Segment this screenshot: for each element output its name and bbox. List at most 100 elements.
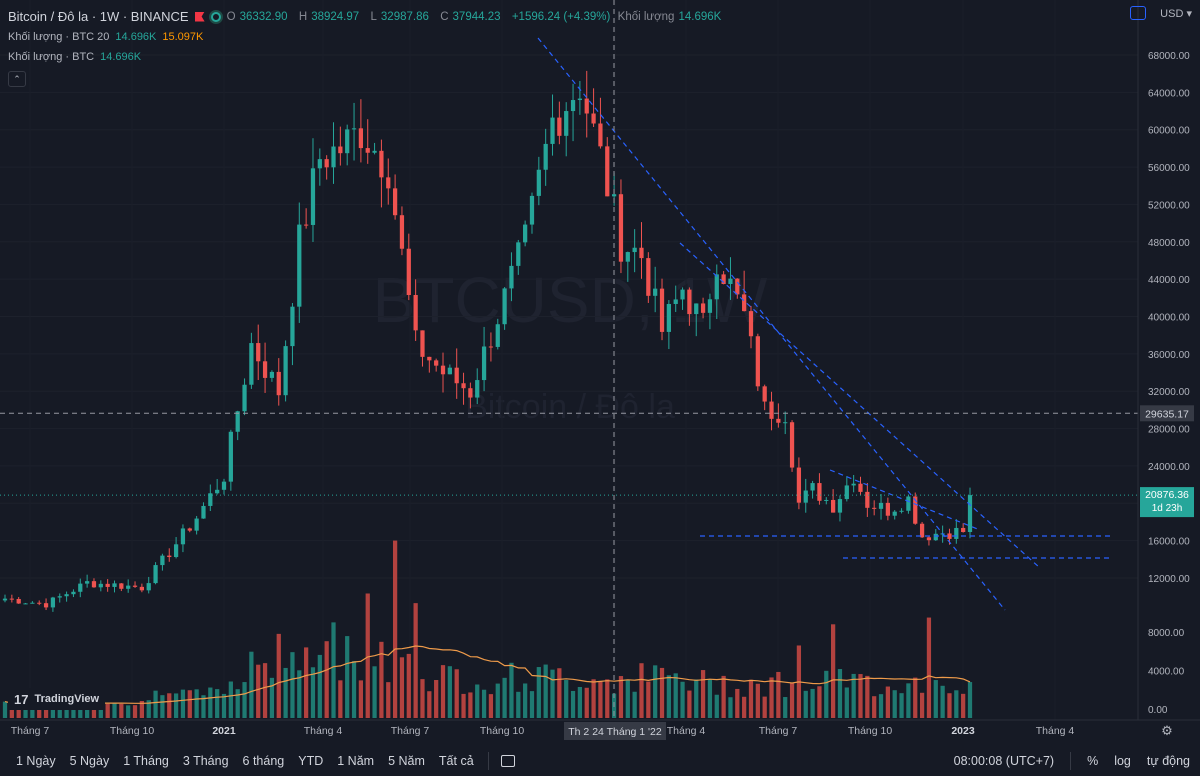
candle-body (783, 422, 788, 424)
candle-body (687, 289, 692, 315)
candle-body (57, 596, 62, 598)
goto-date-icon[interactable] (500, 754, 515, 767)
volume-bar (892, 690, 897, 718)
x-tick-label: Tháng 7 (391, 725, 430, 737)
candle-body (967, 495, 973, 532)
candle-body (269, 371, 275, 378)
volume-tick-label: 4000.00 (1148, 667, 1185, 678)
volume-bar (529, 691, 535, 718)
ohlc-values: O 36332.90 H 38924.97 L 32987.86 C 37944.23 … (226, 11, 722, 23)
candle-body (215, 489, 220, 494)
volume-bar (509, 662, 514, 718)
candle-body (865, 491, 870, 508)
range-5y[interactable]: 5 Năm (388, 753, 425, 768)
candle-body (427, 356, 432, 361)
y-tick-label: 60000.00 (1148, 126, 1190, 137)
candle-body (625, 252, 630, 262)
timezone-clock[interactable]: 08:00:08 (UTC+7) (953, 753, 1055, 768)
candle-body (714, 274, 719, 300)
log-toggle[interactable]: log (1114, 753, 1131, 768)
candle-body (91, 581, 97, 588)
settings-gear-icon[interactable]: ⚙ (1161, 724, 1173, 739)
candle-body (755, 336, 760, 387)
range-6m[interactable]: 6 tháng (242, 753, 285, 768)
candle-body (495, 324, 500, 347)
volume-bar (215, 689, 220, 718)
market-status-icon[interactable] (210, 11, 221, 22)
range-ytd[interactable]: YTD (298, 753, 324, 768)
range-all[interactable]: Tất cả (438, 753, 474, 768)
indicator-volume-ma[interactable]: Khối lượng · BTC 20 14.696K 15.097K (8, 31, 204, 43)
candle-body (468, 388, 473, 398)
candle-body (180, 528, 186, 545)
price-chart[interactable]: BTCUSD, 1W Bitcoin / Đô la 68000.00 64000.0… (0, 0, 1200, 745)
percent-toggle[interactable]: % (1087, 753, 1099, 768)
volume-bar (126, 705, 131, 718)
range-1d[interactable]: 1 Ngày (16, 753, 56, 768)
volume-bar (338, 680, 343, 718)
y-tick-label: 32000.00 (1148, 387, 1190, 398)
y-tick-label: 64000.00 (1148, 88, 1190, 99)
volume-bar (632, 691, 637, 718)
candle-body (23, 603, 28, 605)
candle-body (632, 247, 637, 253)
candle-body (913, 496, 918, 524)
symbol-title[interactable]: Bitcoin / Đô la · 1W · BINANCE (8, 8, 189, 24)
candle-body (707, 299, 713, 313)
volume-bar (714, 694, 719, 718)
flag-icon[interactable] (194, 11, 205, 22)
candle-body (386, 177, 391, 189)
range-5d[interactable]: 5 Ngày (69, 753, 110, 768)
candle-body (680, 289, 685, 300)
volume-bar (345, 636, 350, 718)
candle-body (694, 303, 699, 315)
volume-bar (146, 700, 151, 718)
candle-body (570, 100, 576, 112)
candle-body (789, 422, 795, 468)
volume-bar (926, 617, 932, 718)
candle-body (742, 294, 747, 312)
volume-bar (523, 683, 528, 718)
candle-body (440, 365, 446, 375)
volume-bar (954, 690, 959, 718)
indicator-volume[interactable]: Khối lượng · BTC 14.696K (8, 51, 142, 63)
volume-bar (721, 675, 726, 718)
volume-bar (707, 679, 713, 718)
candle-body (447, 367, 452, 375)
candle-body (728, 278, 733, 285)
screenshot-icon[interactable] (1130, 6, 1147, 20)
range-1y[interactable]: 1 Năm (337, 753, 375, 768)
candle-body (112, 583, 117, 587)
volume-bar (762, 696, 767, 718)
candle-body (221, 481, 227, 490)
candle-body (37, 602, 42, 604)
volume-bar (201, 695, 206, 718)
auto-toggle[interactable]: tự động (1146, 753, 1190, 768)
volume-bar (283, 667, 288, 718)
candle-body (543, 143, 548, 170)
volume-bar (748, 679, 754, 718)
volume-bar (297, 670, 302, 718)
volume-bar (23, 705, 28, 718)
candle-body (16, 598, 21, 604)
candle-body (659, 288, 665, 332)
volume-bar (488, 694, 494, 718)
candle-body (372, 150, 377, 153)
volume-bar (98, 704, 103, 718)
currency-selector[interactable]: USD ▾ (1160, 7, 1192, 20)
volume-bar (550, 669, 555, 718)
candle-body (208, 493, 213, 506)
range-1m[interactable]: 1 Tháng (123, 753, 169, 768)
collapse-legend-icon[interactable]: ⌃ (8, 71, 26, 87)
volume-bar (666, 675, 671, 718)
y-tick-label: 56000.00 (1148, 163, 1190, 174)
range-3m[interactable]: 3 Tháng (182, 753, 229, 768)
candle-body (954, 527, 959, 539)
candle-body (434, 360, 439, 366)
volume-ma-line (4, 645, 971, 705)
candle-body (509, 265, 514, 289)
candle-body (899, 510, 904, 512)
volume-bar (71, 702, 76, 718)
candle-body (475, 380, 480, 398)
candle-body (639, 247, 644, 259)
